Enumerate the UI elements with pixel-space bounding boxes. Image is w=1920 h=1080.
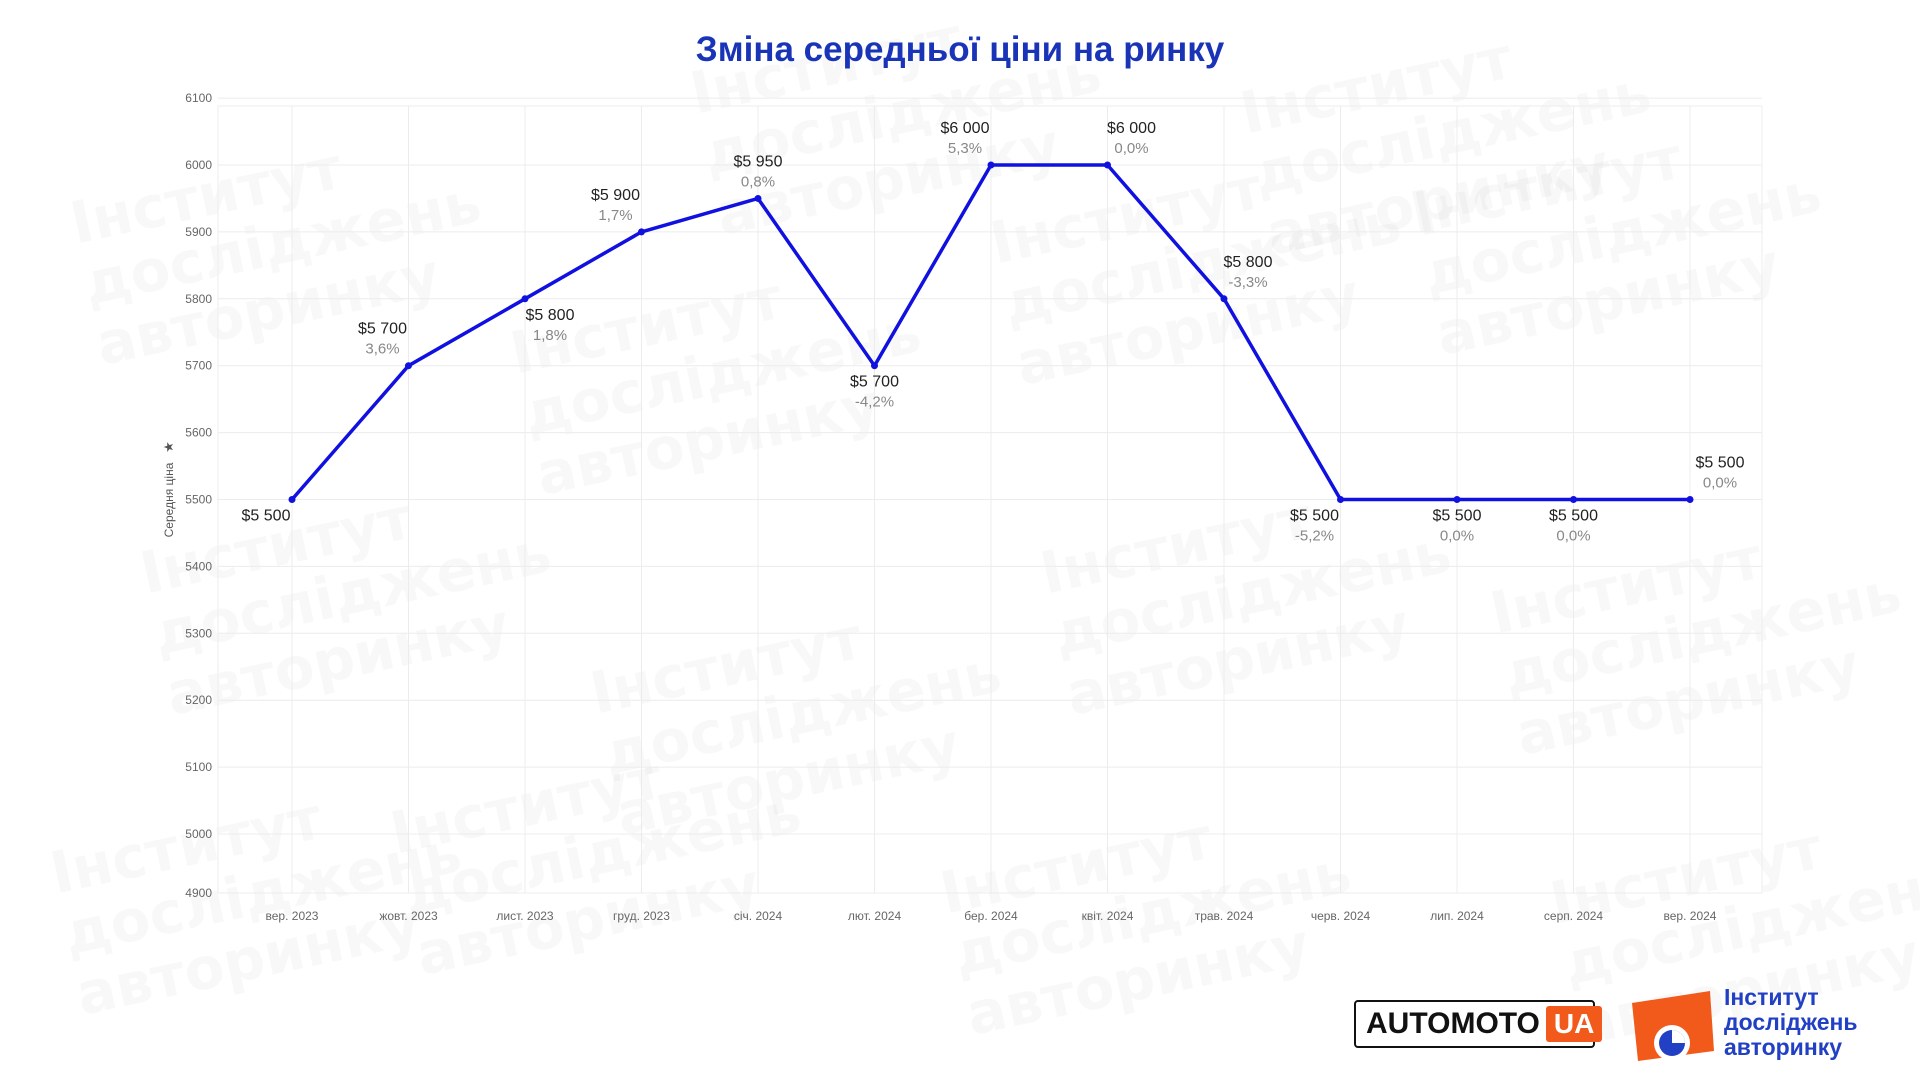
data-label-change: 1,8%: [533, 327, 567, 344]
data-label-change: 0,0%: [1703, 475, 1737, 492]
automoto-logo-ua: UA: [1545, 1006, 1603, 1042]
data-label-change: 3,6%: [365, 341, 399, 358]
data-label-change: -3,3%: [1228, 274, 1267, 291]
data-label-change: 0,0%: [1114, 140, 1148, 157]
x-tick-label: бер. 2024: [964, 909, 1018, 923]
data-point: [1686, 496, 1694, 503]
institute-logo-line-1: Інститут: [1724, 984, 1819, 1010]
data-label-price: $5 950: [734, 153, 783, 170]
data-point: [754, 194, 762, 202]
data-label-price: $5 900: [591, 187, 640, 204]
data-point: [638, 228, 645, 236]
y-tick-label: 5400: [185, 559, 212, 573]
data-point: [1337, 496, 1344, 503]
data-label-change: 0,0%: [1556, 528, 1590, 545]
data-point: [288, 496, 296, 503]
data-label-price: $5 800: [1224, 254, 1273, 271]
y-tick-label: 4900: [185, 886, 212, 900]
data-point: [871, 362, 878, 370]
data-point: [1570, 496, 1577, 503]
data-label-price: $5 500: [1549, 508, 1598, 525]
data-label-price: $5 500: [1696, 455, 1745, 472]
data-label-change: 5,3%: [948, 140, 982, 157]
y-tick-label: 5500: [185, 493, 212, 507]
x-tick-label: лип. 2024: [1430, 909, 1484, 923]
data-point: [405, 362, 412, 370]
data-label-change: -5,2%: [1295, 528, 1334, 545]
y-tick-label: 5900: [185, 225, 212, 239]
data-point: [1220, 295, 1228, 303]
sort-icon: ★: [162, 441, 177, 453]
y-tick-label: 5800: [185, 292, 212, 306]
data-point: [1453, 496, 1461, 503]
chart-title: Зміна середньої ціни на ринку: [695, 30, 1225, 69]
y-tick-label: 5700: [185, 359, 212, 373]
data-label-price: $5 500: [242, 508, 291, 525]
data-label-price: $5 500: [1290, 508, 1339, 525]
institute-logo-icon: [1632, 991, 1714, 1061]
y-tick-label: 5600: [185, 426, 212, 440]
data-label-change: 0,0%: [1440, 528, 1474, 545]
data-label-price: $6 000: [941, 120, 990, 137]
x-tick-label: лют. 2024: [848, 909, 902, 923]
y-tick-label: 5000: [185, 827, 212, 841]
data-point: [521, 295, 529, 303]
y-tick-label: 6100: [185, 91, 212, 105]
x-tick-label: серп. 2024: [1544, 909, 1604, 923]
x-tick-label: жовт. 2023: [379, 909, 438, 923]
x-tick-label: квіт. 2024: [1082, 909, 1134, 923]
y-tick-label: 5300: [185, 626, 212, 640]
data-label-change: 0,8%: [741, 173, 775, 190]
data-label-price: $5 700: [358, 321, 407, 338]
y-tick-label: 6000: [185, 158, 212, 172]
institute-logo-line-3: авторинку: [1724, 1034, 1843, 1060]
data-label-price: $5 800: [526, 307, 575, 324]
data-label-price: $5 500: [1433, 508, 1482, 525]
automoto-logo: AUTOMOTO UA: [1354, 1000, 1603, 1048]
x-tick-label: січ. 2024: [734, 909, 783, 923]
x-tick-label: груд. 2023: [613, 909, 670, 923]
data-point: [1104, 161, 1111, 169]
data-label-change: -4,2%: [855, 394, 894, 411]
y-tick-label: 5200: [185, 693, 212, 707]
x-tick-label: черв. 2024: [1311, 909, 1371, 923]
institute-logo-line-2: досліджень: [1724, 1009, 1858, 1035]
y-tick-label: 5100: [185, 760, 212, 774]
data-label-price: $6 000: [1107, 120, 1156, 137]
institute-logo: Інститут досліджень авторинку: [1624, 985, 1904, 1065]
data-point: [987, 161, 995, 169]
data-label-price: $5 700: [850, 374, 899, 391]
y-axis-label: Середня ціна: [162, 462, 176, 537]
x-tick-label: трав. 2024: [1195, 909, 1254, 923]
x-tick-label: вер. 2023: [266, 909, 319, 923]
automoto-logo-text: AUTOMOTO: [1366, 1007, 1540, 1040]
x-tick-label: вер. 2024: [1664, 909, 1717, 923]
x-tick-label: лист. 2023: [496, 909, 554, 923]
data-label-change: 1,7%: [598, 207, 632, 224]
